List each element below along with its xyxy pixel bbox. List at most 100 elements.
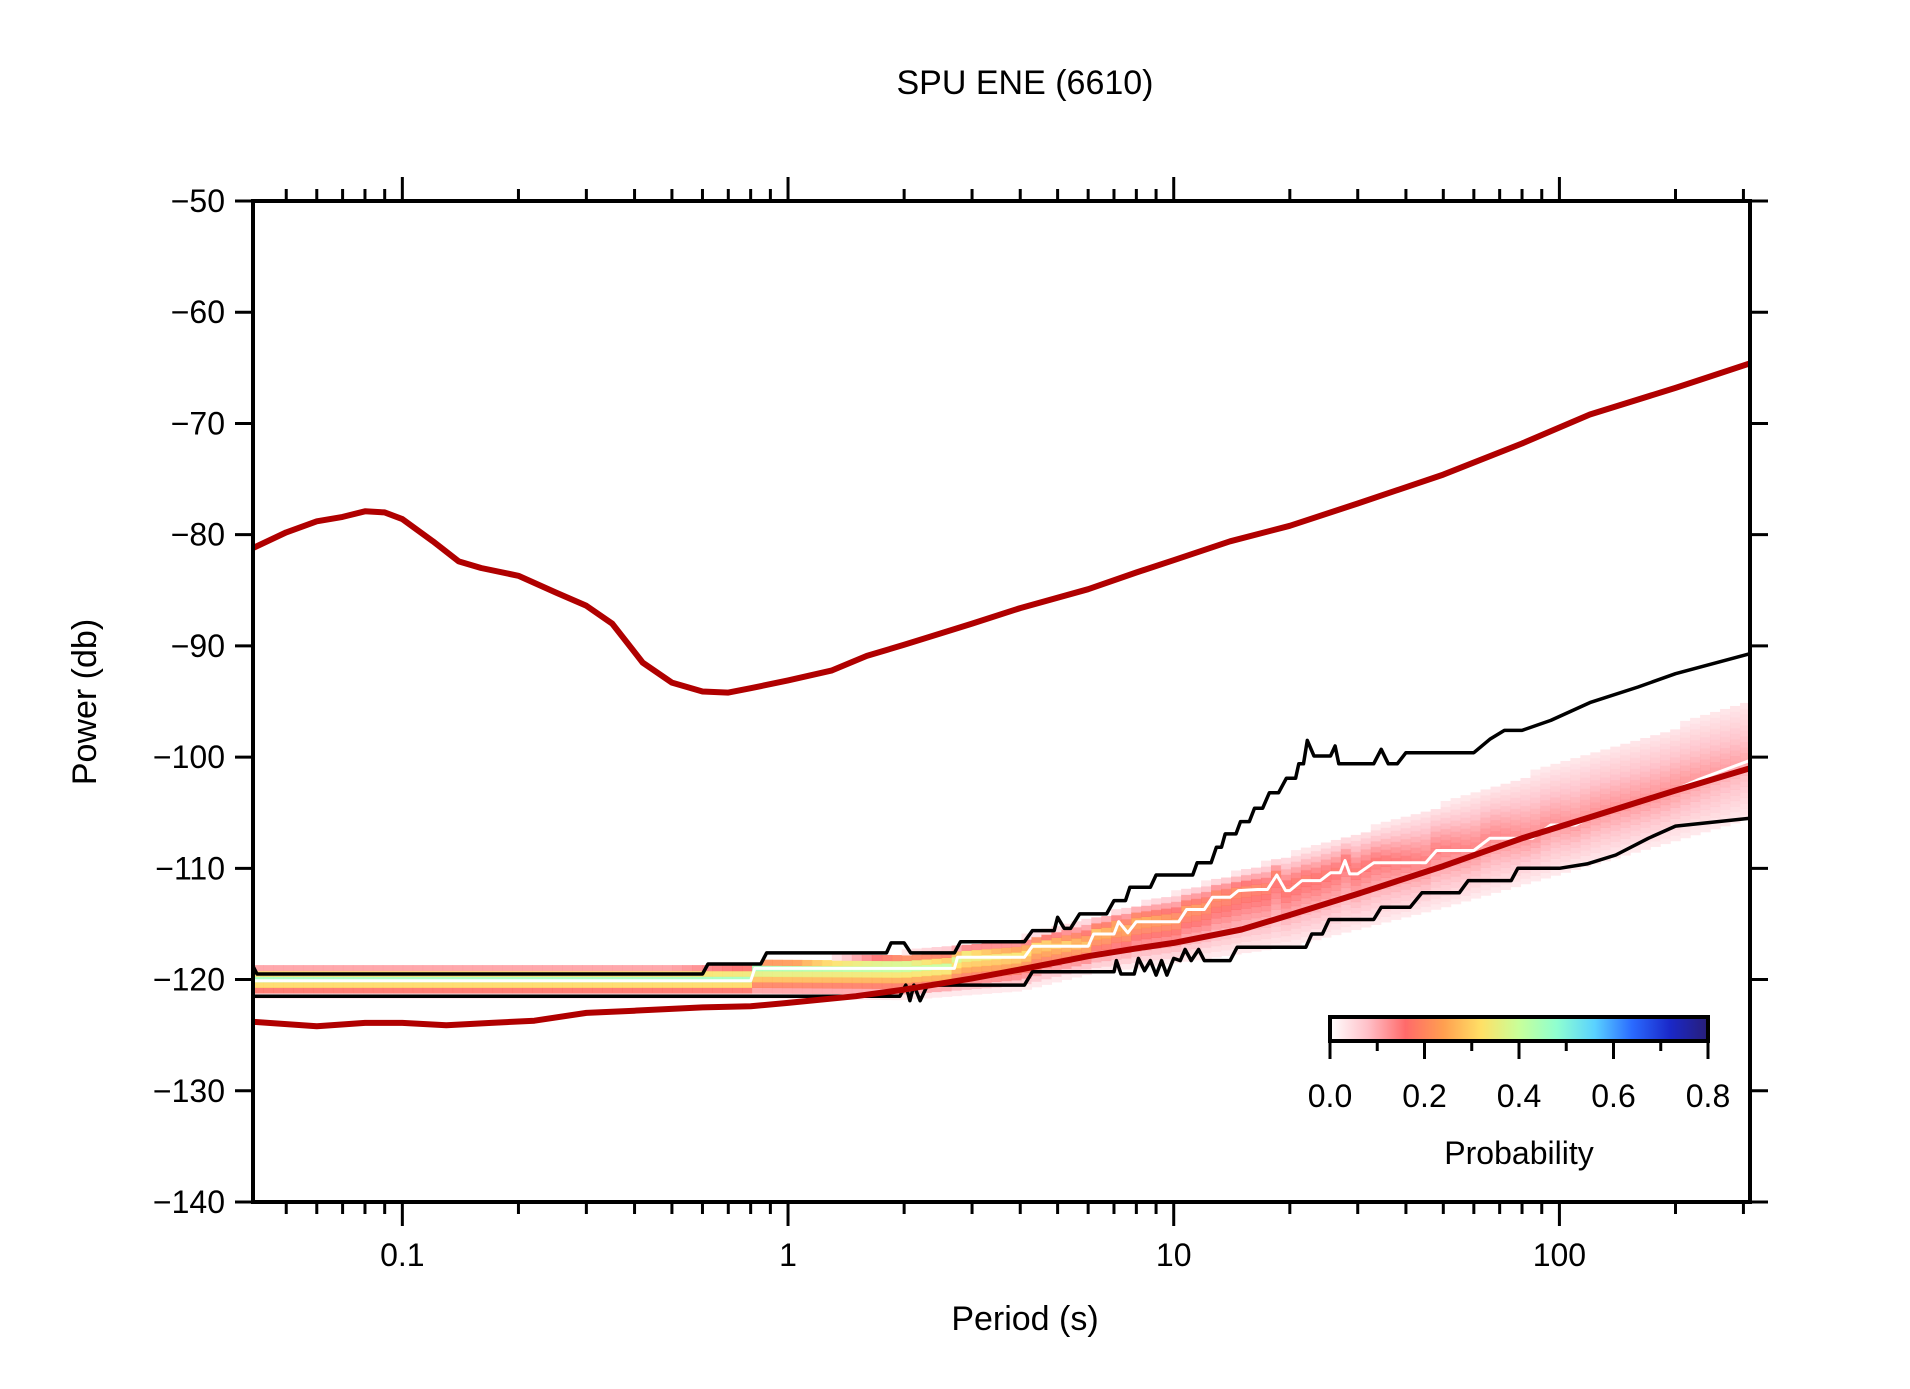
pdf-cell	[1151, 959, 1162, 966]
pdf-cell	[1340, 926, 1352, 933]
pdf-cell	[1680, 765, 1691, 772]
pdf-cell	[1470, 892, 1482, 899]
pdf-cell	[1310, 867, 1322, 874]
pdf-cell	[1500, 867, 1512, 874]
pdf-cell	[302, 987, 314, 994]
pdf-cell	[1720, 720, 1731, 727]
pdf-cell	[712, 970, 723, 977]
pdf-cell	[1540, 811, 1551, 818]
pdf-cell	[462, 987, 474, 994]
pdf-cell	[1390, 863, 1402, 870]
pdf-cell	[1390, 858, 1402, 865]
pdf-cell	[1031, 958, 1043, 966]
pdf-cell	[1370, 824, 1382, 831]
pdf-cell	[1690, 729, 1701, 736]
pdf-cell	[1590, 763, 1601, 770]
pdf-cell	[1440, 884, 1452, 891]
pdf-cell	[1161, 958, 1172, 965]
pdf-cell	[352, 987, 364, 994]
pdf-cell	[1410, 875, 1422, 882]
pdf-cell	[1191, 904, 1202, 911]
pdf-cell	[1660, 832, 1671, 839]
pdf-cell	[1270, 892, 1282, 899]
pdf-cell	[1680, 731, 1691, 739]
pdf-cell	[482, 987, 494, 994]
pdf-cell	[1161, 897, 1172, 904]
pdf-cell	[1470, 847, 1482, 855]
pdf-cell	[1710, 778, 1721, 785]
pdf-cell	[1300, 864, 1312, 871]
pdf-cell	[1410, 892, 1422, 899]
pdf-cell	[732, 987, 743, 994]
pdf-cell	[642, 987, 653, 994]
pdf-cell	[1300, 886, 1312, 893]
pdf-cell	[1590, 791, 1601, 798]
pdf-cell	[1260, 860, 1272, 867]
pdf-cell	[1201, 941, 1212, 948]
pdf-cell	[372, 981, 384, 988]
pdf-cell	[1280, 885, 1292, 892]
pdf-cell	[1370, 835, 1382, 842]
pdf-cell	[1171, 906, 1182, 914]
pdf-cell	[562, 987, 573, 994]
pdf-cell	[752, 987, 763, 994]
pdf-cell	[612, 981, 623, 988]
pdf-cell	[831, 976, 843, 984]
pdf-cell	[1420, 895, 1432, 902]
pdf-cell	[522, 987, 534, 994]
pdf-cell	[1310, 934, 1322, 941]
pdf-cell	[1600, 771, 1611, 778]
pdf-cell	[1520, 866, 1532, 874]
pdf-cell	[1740, 797, 1750, 804]
pdf-cell	[1300, 903, 1312, 910]
pdf-cell	[991, 964, 1003, 971]
pdf-cell	[1590, 757, 1601, 765]
pdf-cell	[1720, 786, 1731, 793]
pdf-cell	[1720, 781, 1731, 788]
pdf-cell	[1550, 797, 1561, 804]
pdf-cell	[1460, 800, 1472, 807]
pdf-cell	[1221, 916, 1232, 923]
pdf-cell	[1400, 911, 1412, 918]
pdf-cell	[512, 987, 524, 994]
pdf-cell	[761, 976, 773, 983]
pdf-cell	[462, 981, 474, 988]
y-tick-label: −110	[155, 850, 225, 886]
pdf-cell	[1680, 770, 1691, 778]
pdf-cell	[1280, 896, 1292, 903]
pdf-cell	[732, 981, 743, 988]
pdf-cell	[1131, 951, 1142, 958]
pdf-cell	[1620, 793, 1631, 800]
pdf-cell	[1041, 950, 1052, 958]
pdf-cell	[761, 987, 773, 994]
pdf-cell	[1450, 809, 1462, 816]
pdf-cell	[1231, 903, 1242, 911]
pdf-cell	[931, 947, 943, 954]
pdf-cell	[1680, 748, 1691, 755]
pdf-cell	[1121, 941, 1132, 948]
pdf-cell	[761, 970, 773, 977]
pdf-cell	[1161, 952, 1172, 959]
pdf-cell	[1280, 868, 1292, 876]
pdf-cell	[1660, 799, 1671, 806]
pdf-cell	[1590, 785, 1601, 792]
pdf-cell	[1610, 785, 1621, 792]
pdf-cell	[1620, 743, 1631, 750]
pdf-cell	[1330, 878, 1342, 886]
pdf-cell	[1031, 953, 1043, 960]
pdf-cell	[1370, 902, 1382, 909]
pdf-cell	[1730, 789, 1741, 796]
pdf-cell	[1620, 849, 1631, 856]
pdf-cell	[1340, 843, 1352, 850]
pdf-cell	[1500, 811, 1512, 818]
pdf-cell	[771, 987, 783, 994]
pdf-cell	[1390, 913, 1402, 920]
pdf-cell	[1350, 912, 1362, 919]
pdf-cell	[1480, 861, 1492, 868]
pdf-cell	[941, 962, 953, 970]
pdf-cell	[1241, 946, 1252, 954]
pdf-cell	[1350, 868, 1362, 875]
pdf-cell	[1520, 822, 1532, 829]
pdf-cell	[1600, 788, 1611, 795]
pdf-cell	[1420, 822, 1432, 829]
